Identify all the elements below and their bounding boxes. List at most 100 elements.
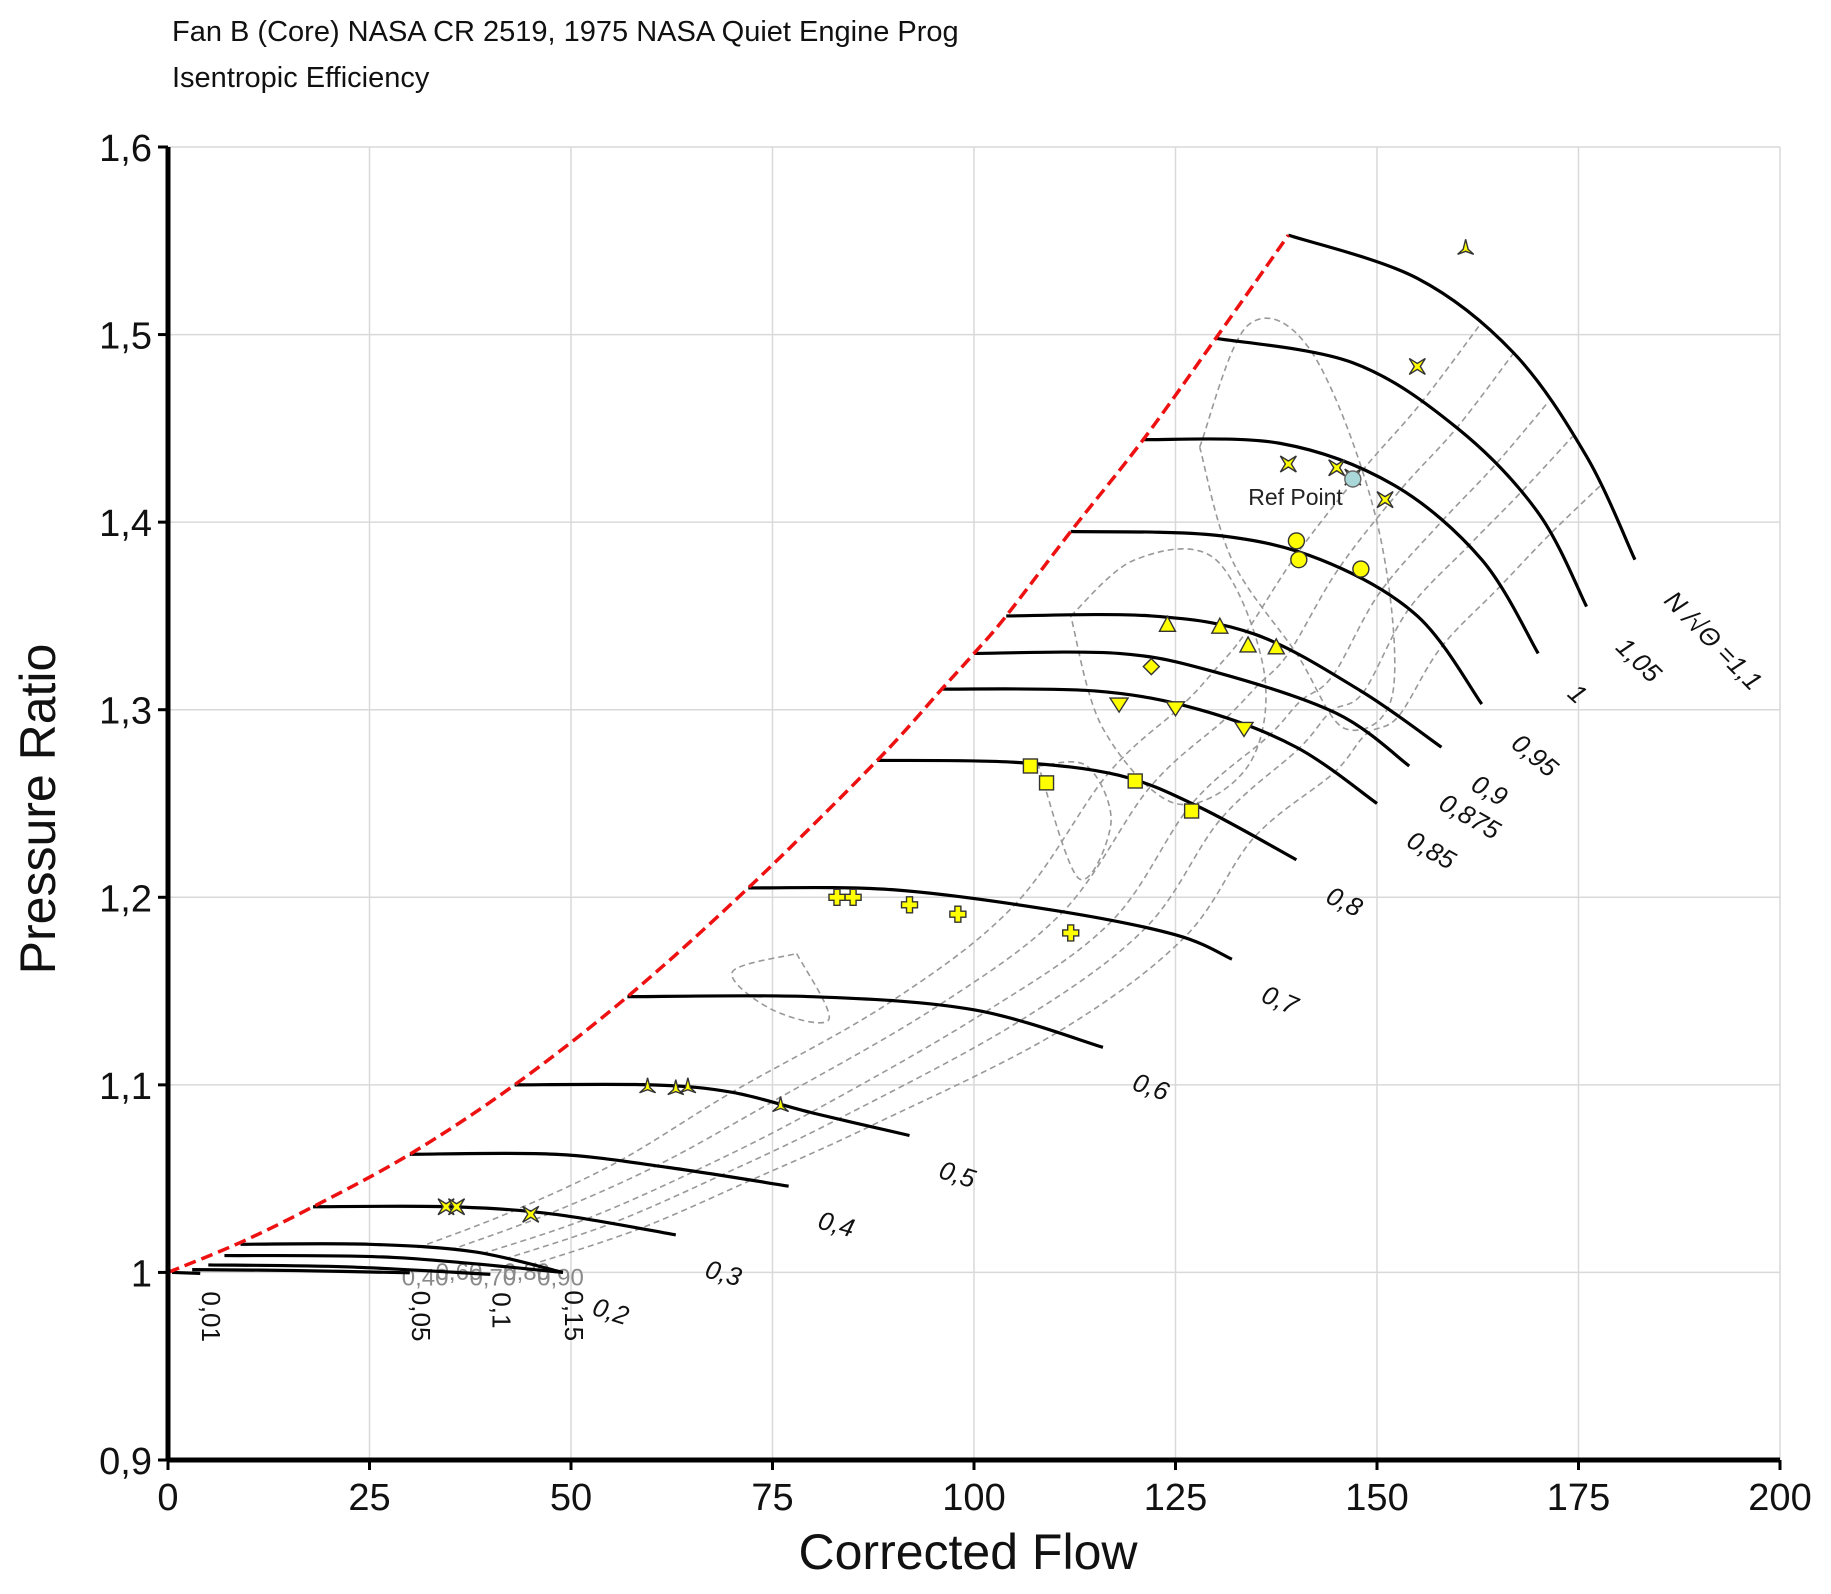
chart-title: Fan B (Core) NASA CR 2519, 1975 NASA Qui… [172, 16, 959, 48]
axes: 0 25 50 75 100 125 150 175 200 0,9 1 1,1 1,2 1,3 1,4 1,… [99, 128, 1812, 1519]
surge-line-group [167, 234, 1290, 1275]
marker-star [437, 1198, 455, 1216]
speed-line [313, 1204, 677, 1237]
speed-line-label: 0,3 [702, 1254, 745, 1293]
marker-tri-star [639, 1077, 657, 1094]
speed-line [1143, 437, 1540, 655]
marker-square [1127, 773, 1143, 789]
efficiency-contour [731, 952, 830, 1024]
efficiency-contour [417, 325, 1480, 1249]
efficiency-contour [530, 485, 1601, 1266]
speed-line-label: 0,15 [559, 1290, 589, 1341]
ref-point-marker [1344, 470, 1362, 488]
x-tick-label: 25 [348, 1477, 390, 1519]
marker-triangle [1238, 635, 1258, 653]
marker-tri-star [772, 1096, 790, 1113]
marker-triangle [1267, 637, 1286, 655]
speed-line [240, 1242, 564, 1274]
speed-line-label: 0,2 [589, 1292, 633, 1332]
speed-line [192, 1268, 410, 1275]
x-tick-label: 50 [550, 1477, 592, 1519]
x-axis-label: Corrected Flow [799, 1524, 1139, 1580]
speed-line [877, 758, 1298, 862]
speed-line-label: 0,01 [196, 1291, 226, 1342]
y-tick-label: 1,2 [99, 878, 152, 920]
speed-line-label: 0,95 [1506, 728, 1565, 784]
marker-tri-star [667, 1079, 685, 1096]
marker-triangle-down [1233, 721, 1255, 738]
speed-line-label: 0,85 [1402, 825, 1461, 876]
ref-point-label: Ref Point [1248, 484, 1343, 510]
chart-subtitle: Isentropic Efficiency [172, 62, 430, 94]
marker-cross [949, 905, 967, 923]
marker-circle [1352, 560, 1370, 578]
marker-square [1022, 758, 1039, 774]
speed-line [514, 1082, 910, 1138]
y-tick-label: 1,5 [99, 316, 152, 358]
speed-line [171, 1270, 201, 1275]
speed-lines [171, 233, 1637, 1276]
speed-line-label: 1 [1562, 678, 1593, 710]
speed-line-label: 0,8 [1322, 880, 1368, 923]
marker-star [1408, 357, 1426, 376]
speed-line [409, 1151, 789, 1188]
speed-line [1215, 336, 1588, 608]
speed-line [748, 885, 1233, 961]
marker-tri-star [1457, 239, 1475, 255]
speed-line-label: N /√Θ =1,1 [1659, 585, 1769, 696]
grid [167, 146, 1781, 1461]
y-tick-label: 1,6 [99, 128, 152, 170]
efficiency-contour [504, 436, 1574, 1260]
marker-cross [844, 888, 862, 906]
x-tick-label: 75 [751, 1477, 793, 1519]
marker-circle [1287, 532, 1306, 550]
marker-square [1183, 803, 1200, 819]
measured-points [437, 239, 1475, 1223]
marker-star [1376, 491, 1394, 509]
speed-line-label: 0,1 [486, 1292, 516, 1328]
marker-triangle [1210, 616, 1229, 634]
x-tick-label: 200 [1748, 1477, 1811, 1519]
surge-line [167, 234, 1290, 1275]
chart-labels: 0,01 0,05 0,1 0,15 0,2 0,3 0,4 0,5 0,6 0,7 0,8 0,85… [196, 484, 1768, 1342]
efficiency-contour [1198, 317, 1396, 732]
speed-line [973, 650, 1411, 768]
y-axis-label: Pressure Ratio [10, 644, 66, 975]
speed-line [1006, 612, 1443, 749]
marker-diamond [1142, 657, 1161, 676]
speed-line [627, 994, 1104, 1049]
marker-circle [1290, 550, 1308, 569]
speed-line [224, 1253, 564, 1275]
speed-line [208, 1263, 491, 1276]
speed-line-label: 1,05 [1610, 631, 1668, 688]
marker-star [1328, 459, 1346, 477]
marker-triangle [1158, 614, 1177, 633]
marker-cross [1062, 924, 1080, 942]
x-tick-label: 0 [157, 1477, 178, 1519]
marker-star [1279, 455, 1297, 473]
speed-line [1070, 529, 1484, 706]
y-tick-label: 1,4 [99, 503, 152, 545]
speed-line-label: 0,05 [406, 1291, 436, 1342]
y-tick-label: 1,3 [99, 691, 152, 733]
marker-cross [828, 888, 846, 906]
x-tick-label: 100 [942, 1477, 1005, 1519]
marker-triangle-down [1165, 701, 1186, 718]
speed-line-label: 0,5 [936, 1155, 980, 1195]
speed-line [941, 687, 1378, 805]
y-tick-label: 1,1 [99, 1066, 152, 1108]
speed-line-label: 0,4 [815, 1205, 858, 1243]
marker-star [522, 1205, 540, 1223]
marker-tri-star [679, 1077, 697, 1094]
speed-line-label: 0,6 [1129, 1067, 1173, 1107]
speed-line [1287, 233, 1637, 561]
marker-cross [900, 896, 919, 914]
efficiency-contour-label: 0,70 [469, 1265, 516, 1292]
marker-square [1038, 775, 1055, 791]
marker-triangle-down [1108, 697, 1130, 714]
x-tick-label: 175 [1547, 1477, 1610, 1519]
efficiency-contours: 0,400,600,700,800,90 [402, 317, 1601, 1292]
y-tick-label: 0,9 [99, 1441, 152, 1483]
efficiency-contour [482, 401, 1549, 1255]
